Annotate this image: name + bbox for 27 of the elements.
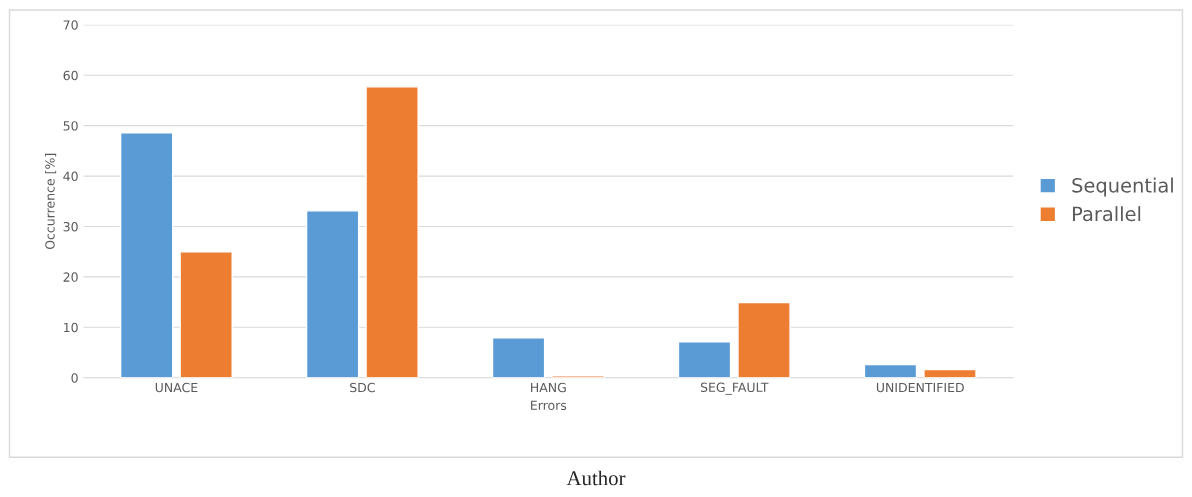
y-tick-label: 40 (63, 171, 78, 182)
bar (119, 132, 174, 378)
x-tick-label: SDC (350, 382, 375, 393)
bar (737, 301, 791, 378)
y-tick-label: 70 (63, 20, 78, 30)
bar (677, 341, 732, 378)
legend-label: Parallel (1073, 206, 1141, 222)
bar (305, 210, 360, 378)
x-tick-label: UNIDENTIFIED (876, 382, 964, 393)
y-tick-label: 10 (64, 322, 78, 333)
x-tick-label: HANG (531, 382, 566, 393)
y-tick-label: 30 (63, 221, 78, 232)
x-tick-label: UNACE (155, 382, 198, 393)
y-axis-title: Occurrence [%] (45, 153, 57, 250)
y-tick-label: 20 (63, 272, 78, 282)
y-tick-label: 60 (63, 70, 78, 81)
bar (491, 337, 546, 378)
bar (365, 86, 419, 378)
bar (863, 363, 918, 378)
text: Author (566, 470, 626, 486)
x-tick-label: SEG_FAULT (700, 382, 769, 395)
bar (179, 251, 233, 378)
y-tick-label: 50 (63, 121, 78, 131)
x-axis-title: Errors (531, 400, 567, 411)
legend-label: Sequential (1072, 177, 1173, 197)
y-tick-label: 0 (71, 373, 78, 383)
bar (923, 368, 977, 378)
